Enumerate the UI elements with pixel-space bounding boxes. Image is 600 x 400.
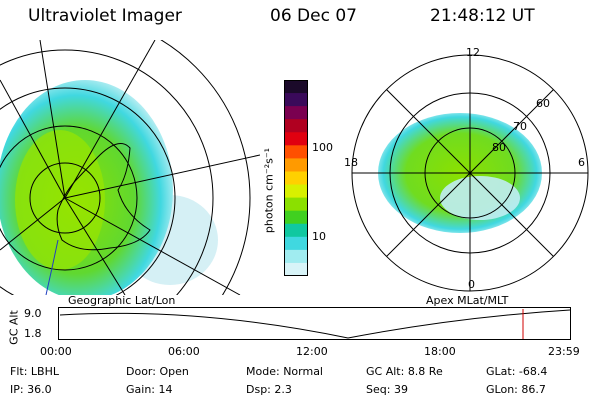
xtick-0000: 00:00: [40, 345, 72, 358]
colorbar-segment: [284, 262, 308, 276]
mode-field: Mode: Normal: [246, 365, 323, 378]
coastline: [56, 143, 151, 251]
mlt-label-6: 6: [578, 156, 585, 169]
magnetic-caption: Apex MLat/MLT: [426, 294, 509, 307]
flt-field: Flt: LBHL: [10, 365, 59, 378]
mlat-label-60: 60: [536, 97, 550, 110]
magnetic-image: [351, 54, 589, 292]
glat-key: GLat:: [486, 365, 516, 378]
door-key: Door:: [126, 365, 156, 378]
colorbar-segment: [284, 210, 308, 225]
mlt-label-18: 18: [344, 156, 358, 169]
ip-value: 36.0: [27, 383, 52, 396]
altitude-ylabel: GC Alt: [7, 310, 21, 345]
terminator-line: [45, 239, 59, 295]
colorbar: [284, 80, 308, 276]
colorbar-segment: [284, 80, 308, 94]
colorbar-segment: [284, 184, 308, 199]
dsp-key: Dsp:: [246, 383, 271, 396]
seq-field: Seq: 39: [366, 383, 408, 396]
colorbar-segment: [284, 171, 308, 186]
altitude-ytick-low: 1.8: [24, 327, 42, 340]
dsp-value: 2.3: [274, 383, 292, 396]
gc-alt-key: GC Alt:: [366, 365, 405, 378]
gain-key: Gain:: [126, 383, 155, 396]
ip-field: IP: 36.0: [10, 383, 52, 396]
xtick-1800: 18:00: [424, 345, 456, 358]
dsp-field: Dsp: 2.3: [246, 383, 292, 396]
geographic-caption: Geographic Lat/Lon: [68, 294, 176, 307]
mode-key: Mode:: [246, 365, 280, 378]
seq-value: 39: [393, 383, 408, 396]
colorbar-segment: [284, 236, 308, 251]
gc-alt-field: GC Alt: 8.8 Re: [366, 365, 443, 378]
mlat-mlt-grid: [351, 54, 589, 292]
colorbar-segment: [284, 223, 308, 238]
gc-alt-value: 8.8 Re: [407, 365, 443, 378]
glon-key: GLon:: [486, 383, 518, 396]
gain-field: Gain: 14: [126, 383, 173, 396]
altitude-plot: [58, 307, 571, 340]
flt-value: LBHL: [30, 365, 59, 378]
mlt-label-12: 12: [466, 46, 480, 59]
mlat-label-80: 80: [492, 141, 506, 154]
mlat-label-70: 70: [513, 120, 527, 133]
xtick-2359: 23:59: [548, 345, 580, 358]
flt-key: Flt:: [10, 365, 28, 378]
colorbar-segment: [284, 249, 308, 264]
colorbar-tick-100: 100: [312, 141, 333, 154]
glat-field: GLat: -68.4: [486, 365, 547, 378]
door-field: Door: Open: [126, 365, 189, 378]
time-label: 21:48:12 UT: [430, 6, 535, 26]
lat-lon-grid: [0, 40, 260, 295]
colorbar-segment: [284, 132, 308, 146]
colorbar-segment: [284, 145, 308, 159]
colorbar-tick-10: 10: [312, 230, 326, 243]
ip-key: IP:: [10, 383, 24, 396]
instrument-title: Ultraviolet Imager: [28, 6, 182, 26]
glon-value: 86.7: [521, 383, 546, 396]
date-label: 06 Dec 07: [270, 6, 357, 26]
mlt-label-0: 0: [468, 278, 475, 291]
colorbar-segment: [284, 106, 308, 120]
altitude-ytick-high: 9.0: [24, 307, 42, 320]
xtick-1200: 12:00: [296, 345, 328, 358]
colorbar-segment: [284, 93, 308, 107]
glon-field: GLon: 86.7: [486, 383, 546, 396]
xtick-0600: 06:00: [168, 345, 200, 358]
altitude-curve: [59, 309, 571, 339]
colorbar-segment: [284, 158, 308, 172]
gain-value: 14: [158, 383, 173, 396]
seq-key: Seq:: [366, 383, 391, 396]
colorbar-segment: [284, 197, 308, 212]
glat-value: -68.4: [518, 365, 548, 378]
geographic-image: [0, 40, 260, 295]
door-value: Open: [159, 365, 189, 378]
colorbar-unit-label: photon cm⁻²s⁻¹: [262, 147, 276, 234]
colorbar-segment: [284, 119, 308, 133]
mode-value: Normal: [283, 365, 323, 378]
